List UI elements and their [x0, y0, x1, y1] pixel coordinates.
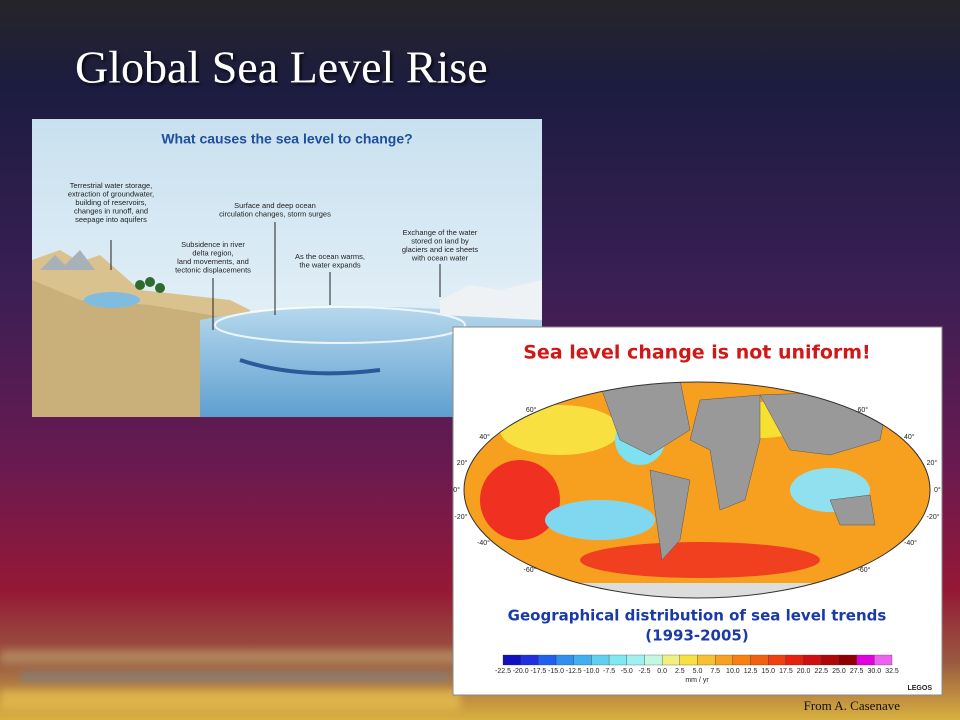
diagram-label: Subsidence in river: [181, 240, 245, 249]
scale-label: 2.5: [675, 668, 685, 675]
scale-label: -17.5: [530, 668, 546, 675]
scale-label: -2.5: [638, 668, 650, 675]
scale-label: 15.0: [761, 668, 775, 675]
diagram-label: Surface and deep ocean: [234, 201, 316, 210]
lat-label-right: -20°: [927, 513, 940, 521]
scale-swatch: [573, 654, 592, 666]
scale-label: 25.0: [832, 668, 846, 675]
lat-label-left: 20°: [457, 459, 468, 467]
mountains: [40, 250, 95, 270]
scale-swatch: [591, 654, 610, 666]
scale-label: -15.0: [548, 668, 564, 675]
globe: [464, 382, 930, 598]
lat-label-right: 20°: [927, 459, 938, 467]
diagram-label: tectonic displacements: [175, 265, 251, 274]
lat-label-right: 60°: [858, 406, 869, 414]
map-figure: Sea level change is not uniform! Geograp…: [452, 326, 943, 696]
diagram-label: building of reservoirs,: [75, 198, 146, 207]
lat-label-right: 0°: [934, 486, 941, 494]
lat-label-left: -60°: [524, 566, 537, 574]
diagram-label: land movements, and: [177, 257, 249, 266]
diagram-arrows: [110, 222, 441, 330]
map-subtitle: Geographical distribution of sea level t…: [508, 607, 887, 625]
scale-label: 32.5: [885, 668, 899, 675]
scale-label: 5.0: [693, 668, 703, 675]
diagram-label: changes in runoff, and: [74, 206, 148, 215]
scale-label: 12.5: [744, 668, 758, 675]
scale-label: -20.0: [513, 668, 529, 675]
diagram-label: As the ocean warms,: [295, 252, 365, 261]
scale-swatch: [715, 654, 734, 666]
map-title: Sea level change is not uniform!: [523, 342, 870, 364]
globe-outline: [463, 381, 931, 599]
scale-swatch: [821, 654, 840, 666]
scale-swatch: [697, 654, 716, 666]
map-logo: LEGOS: [907, 685, 932, 692]
scale-swatch: [750, 654, 769, 666]
scale-swatch: [732, 654, 751, 666]
scale-swatch: [874, 654, 893, 666]
scale-swatch: [538, 654, 557, 666]
diagram-title: What causes the sea level to change?: [161, 131, 412, 147]
diagram-label: glaciers and ice sheets: [402, 245, 479, 254]
scale-swatch: [785, 654, 804, 666]
diagram-label: stored on land by: [411, 236, 469, 245]
scale-swatch: [803, 654, 822, 666]
scale-swatch: [555, 654, 574, 666]
scale-swatch: [644, 654, 663, 666]
trees: [135, 277, 165, 293]
scale-swatch: [661, 654, 680, 666]
scale-label: 22.5: [814, 668, 828, 675]
scale-label: -22.5: [495, 668, 511, 675]
reservoir: [84, 292, 140, 308]
diagram-label: Terrestrial water storage,: [70, 181, 153, 190]
lat-label-right: 40°: [904, 433, 915, 441]
background-streaks: [0, 650, 460, 710]
diagram-label: extraction of groundwater,: [68, 189, 154, 198]
scale-swatch: [679, 654, 698, 666]
scale-swatch: [838, 654, 857, 666]
lat-label-right: -40°: [904, 539, 917, 547]
scale-label: 30.0: [868, 668, 882, 675]
current-arrow: [239, 358, 381, 376]
ocean-swirl: [214, 306, 466, 344]
soil: [32, 280, 250, 417]
diagram-label: seepage into aquifers: [75, 215, 147, 224]
slide-title: Global Sea Level Rise: [75, 42, 488, 93]
diagram-label: circulation changes, storm surges: [219, 209, 331, 218]
scale-label: -5.0: [621, 668, 633, 675]
scale-label: -7.5: [603, 668, 615, 675]
scale-swatch: [626, 654, 645, 666]
scale-label: 0.0: [657, 668, 667, 675]
scale-label: 7.5: [710, 668, 720, 675]
scale-swatch: [768, 654, 787, 666]
scale-label: 27.5: [850, 668, 864, 675]
diagram-label: with ocean water: [411, 253, 469, 262]
scale-label: -10.0: [583, 668, 599, 675]
scale-unit: mm / yr: [685, 677, 709, 684]
diagram-label: Exchange of the water: [403, 228, 478, 237]
scale-label: 17.5: [779, 668, 793, 675]
credit: From A. Casenave: [804, 698, 901, 713]
lat-label-left: 0°: [453, 486, 460, 494]
lat-label-right: -60°: [858, 566, 871, 574]
scale-swatch: [520, 654, 539, 666]
map-period: (1993-2005): [645, 627, 748, 645]
lat-label-left: -40°: [477, 539, 490, 547]
lat-label-left: -20°: [454, 513, 467, 521]
ice-sheet: [440, 280, 542, 320]
scale-swatch: [502, 654, 521, 666]
scale-swatch: [608, 654, 627, 666]
lat-label-left: 60°: [526, 406, 537, 414]
scale-label: 10.0: [726, 668, 740, 675]
scale-label: -12.5: [566, 668, 582, 675]
diagram-label: the water expands: [299, 260, 361, 269]
diagram-label: delta region,: [192, 248, 233, 257]
scale-label: 20.0: [797, 668, 811, 675]
scale-swatch: [856, 654, 875, 666]
lat-label-left: 40°: [479, 433, 490, 441]
